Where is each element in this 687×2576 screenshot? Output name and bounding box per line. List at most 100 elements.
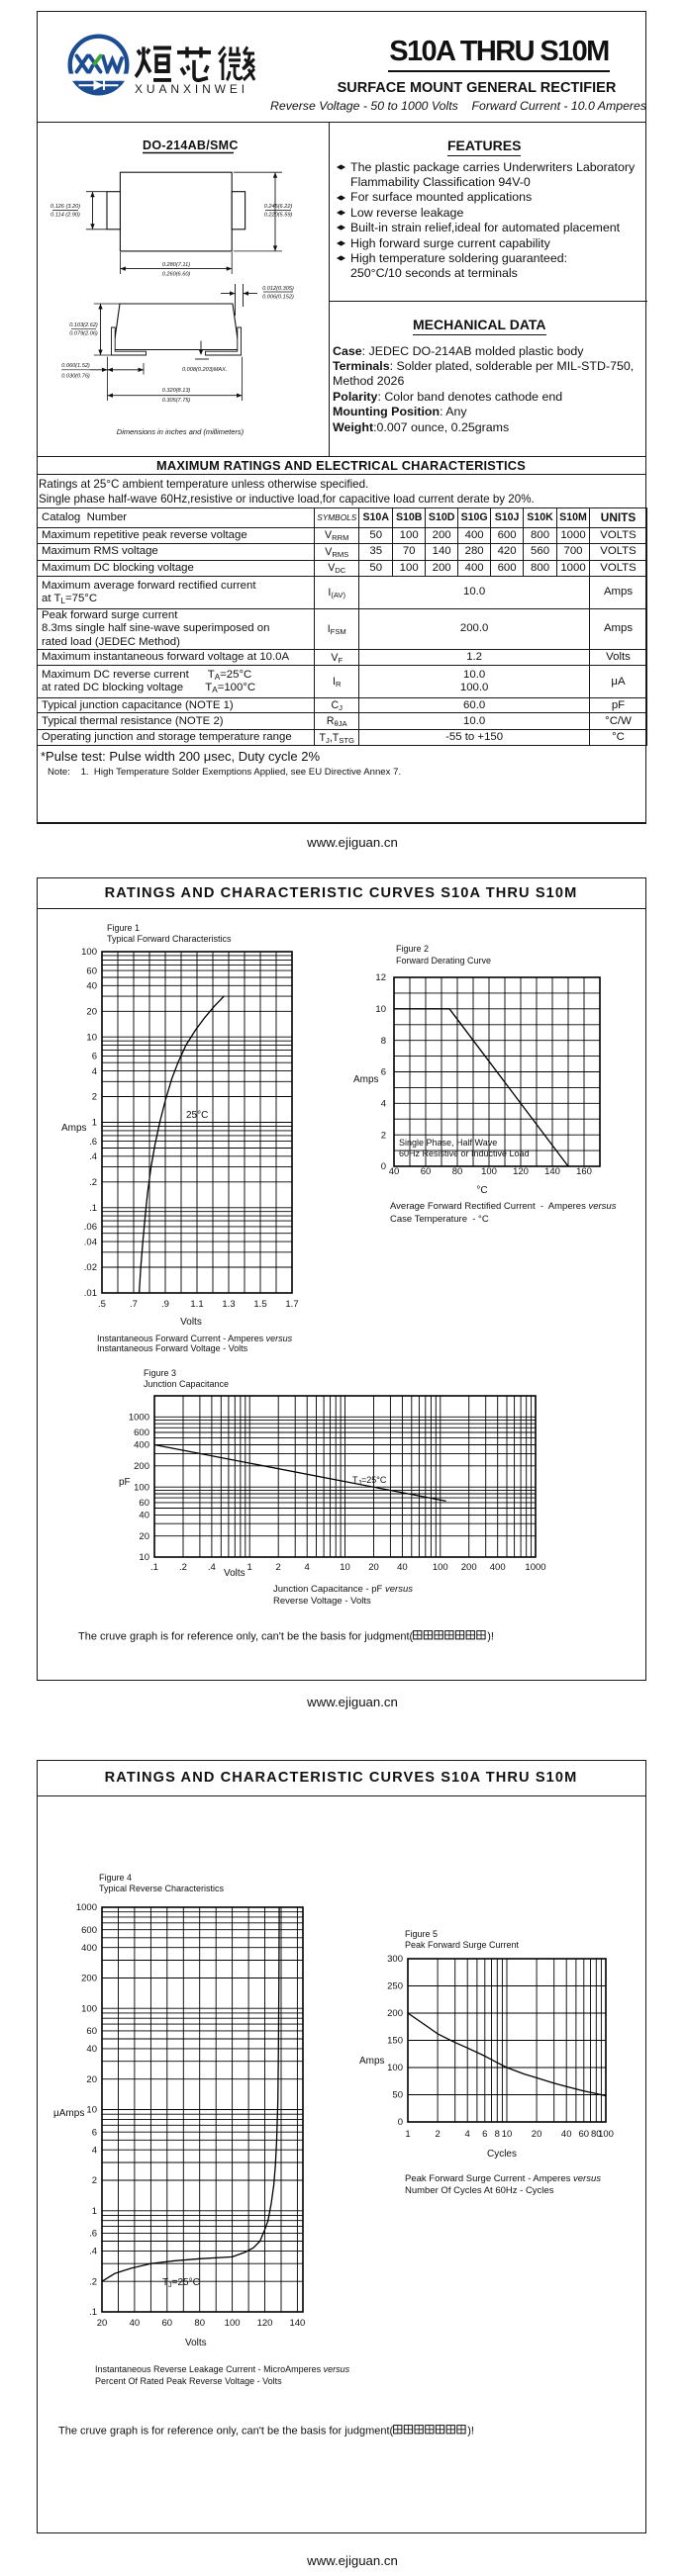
svg-text:40: 40 <box>389 1166 400 1177</box>
svg-text:.04: .04 <box>84 1237 97 1247</box>
svg-text:TJ=25°C: TJ=25°C <box>162 2277 200 2289</box>
svg-text:.06: .06 <box>84 1222 97 1233</box>
svg-text:80: 80 <box>591 2129 602 2140</box>
svg-text:.2: .2 <box>89 2276 97 2287</box>
svg-text:600: 600 <box>81 1925 97 1936</box>
svg-text:0.060(1.52): 0.060(1.52) <box>61 363 90 369</box>
svg-text:50: 50 <box>392 2090 403 2101</box>
svg-text:Peak Forward Surge Current - A: Peak Forward Surge Current - Amperes ver… <box>405 2173 601 2184</box>
svg-text:100: 100 <box>598 2129 614 2140</box>
svg-text:0.103(2.62): 0.103(2.62) <box>69 322 98 328</box>
svg-text:1: 1 <box>247 1562 252 1573</box>
svg-text:100: 100 <box>81 2003 97 2014</box>
svg-text:0.030(0.76): 0.030(0.76) <box>61 374 90 380</box>
svg-text:Typical Forward Characteristic: Typical Forward Characteristics <box>107 934 232 944</box>
svg-text:80: 80 <box>452 1166 463 1177</box>
svg-text:300: 300 <box>387 1954 403 1965</box>
svg-text:400: 400 <box>81 1943 97 1954</box>
svg-text:10: 10 <box>375 1004 386 1015</box>
svg-text:100: 100 <box>433 1562 448 1573</box>
svg-text:TJ=25°C: TJ=25°C <box>352 1475 387 1487</box>
svg-text:0.305(7.75): 0.305(7.75) <box>162 398 191 404</box>
svg-text:8: 8 <box>381 1036 386 1047</box>
svg-text:100: 100 <box>81 947 97 958</box>
svg-text:°C: °C <box>476 1185 487 1196</box>
svg-text:60: 60 <box>86 966 97 976</box>
svg-text:60: 60 <box>421 1166 432 1177</box>
svg-text:0.280(7.11): 0.280(7.11) <box>162 262 190 268</box>
svg-text:60: 60 <box>162 2318 173 2329</box>
svg-text:.7: .7 <box>130 1299 138 1310</box>
svg-text:100: 100 <box>225 2318 241 2329</box>
svg-text:10: 10 <box>86 2105 97 2116</box>
svg-text:60: 60 <box>86 2026 97 2037</box>
svg-text:1: 1 <box>92 2206 97 2217</box>
svg-text:1000: 1000 <box>525 1562 545 1573</box>
svg-text:4: 4 <box>92 1066 97 1077</box>
svg-text:20: 20 <box>86 1007 97 1018</box>
svg-text:6: 6 <box>381 1067 386 1078</box>
svg-text:0: 0 <box>381 1161 386 1172</box>
svg-text:Reverse Voltage - Volts: Reverse Voltage - Volts <box>273 1596 371 1607</box>
svg-text:120: 120 <box>513 1166 529 1177</box>
svg-text:60: 60 <box>139 1498 149 1509</box>
svg-text:1.7: 1.7 <box>285 1299 298 1310</box>
svg-text:140: 140 <box>289 2318 305 2329</box>
svg-text:200: 200 <box>134 1461 149 1472</box>
svg-text:2: 2 <box>276 1562 281 1573</box>
svg-text:Typical Reverse Characteristic: Typical Reverse Characteristics <box>99 1884 225 1893</box>
svg-text:Figure 1: Figure 1 <box>107 923 140 933</box>
svg-text:4: 4 <box>92 2145 97 2156</box>
svg-text:200: 200 <box>81 1974 97 1984</box>
svg-text:Instantaneous Forward Current: Instantaneous Forward Current - Amperes … <box>97 1334 293 1343</box>
svg-text:.01: .01 <box>84 1288 97 1299</box>
svg-text:200: 200 <box>461 1562 477 1573</box>
svg-text:2: 2 <box>435 2129 440 2140</box>
svg-text:20: 20 <box>97 2318 108 2329</box>
svg-text:Volts: Volts <box>185 2338 207 2348</box>
svg-text:Case Temperature - °C: Case Temperature - °C <box>390 1214 489 1225</box>
svg-text:10: 10 <box>340 1562 350 1573</box>
svg-text:Volts: Volts <box>180 1317 202 1328</box>
svg-text:Dimensions in inches and (mill: Dimensions in inches and (millimeters) <box>117 427 245 436</box>
svg-text:.6: .6 <box>89 1137 97 1148</box>
svg-text:Volts: Volts <box>224 1568 245 1579</box>
svg-text:2: 2 <box>381 1130 386 1141</box>
svg-text:.1: .1 <box>150 1562 158 1573</box>
svg-text:40: 40 <box>397 1562 408 1573</box>
svg-text:200: 200 <box>387 2008 403 2019</box>
svg-text:2: 2 <box>92 2175 97 2186</box>
svg-text:.4: .4 <box>89 2247 97 2257</box>
svg-text:40: 40 <box>86 2044 97 2055</box>
svg-text:1: 1 <box>405 2129 410 2140</box>
svg-text:.4: .4 <box>89 1151 97 1162</box>
svg-text:Figure 3: Figure 3 <box>144 1368 176 1378</box>
svg-text:25°C: 25°C <box>186 1110 208 1121</box>
svg-text:1000: 1000 <box>129 1413 149 1424</box>
svg-text:0.126 (3.20): 0.126 (3.20) <box>50 204 80 210</box>
svg-text:4: 4 <box>465 2129 470 2140</box>
svg-text:Instantaneous Forward Voltage: Instantaneous Forward Voltage - Volts <box>97 1343 248 1353</box>
svg-text:400: 400 <box>490 1562 506 1573</box>
svg-text:Junction Capacitance: Junction Capacitance <box>144 1379 229 1389</box>
svg-text:0.079(2.06): 0.079(2.06) <box>69 331 98 337</box>
svg-text:Single Phase, Half Wave: Single Phase, Half Wave <box>399 1138 497 1148</box>
svg-text:0.260(6.60): 0.260(6.60) <box>162 272 191 278</box>
svg-text:.1: .1 <box>89 2307 97 2318</box>
svg-text:0.245(6.22): 0.245(6.22) <box>264 204 293 210</box>
svg-text:Junction Capacitance - pF vers: Junction Capacitance - pF versus <box>273 1584 413 1595</box>
svg-text:100: 100 <box>387 2063 403 2073</box>
svg-text:0.008(0.203)MAX.: 0.008(0.203)MAX. <box>182 367 227 373</box>
svg-text:0.006(0.152): 0.006(0.152) <box>262 295 294 301</box>
svg-text:40: 40 <box>86 981 97 992</box>
svg-text:600: 600 <box>134 1427 149 1438</box>
svg-text:Figure 2: Figure 2 <box>396 944 429 954</box>
svg-text:60: 60 <box>579 2129 590 2140</box>
svg-text:μAmps: μAmps <box>53 2108 84 2119</box>
svg-text:0.114 (2.90): 0.114 (2.90) <box>50 213 80 219</box>
svg-text:1.3: 1.3 <box>222 1299 235 1310</box>
svg-text:0.220(5.59): 0.220(5.59) <box>264 213 293 219</box>
svg-text:10: 10 <box>139 1552 149 1563</box>
svg-text:6: 6 <box>92 1052 97 1062</box>
svg-text:150: 150 <box>387 2036 403 2047</box>
